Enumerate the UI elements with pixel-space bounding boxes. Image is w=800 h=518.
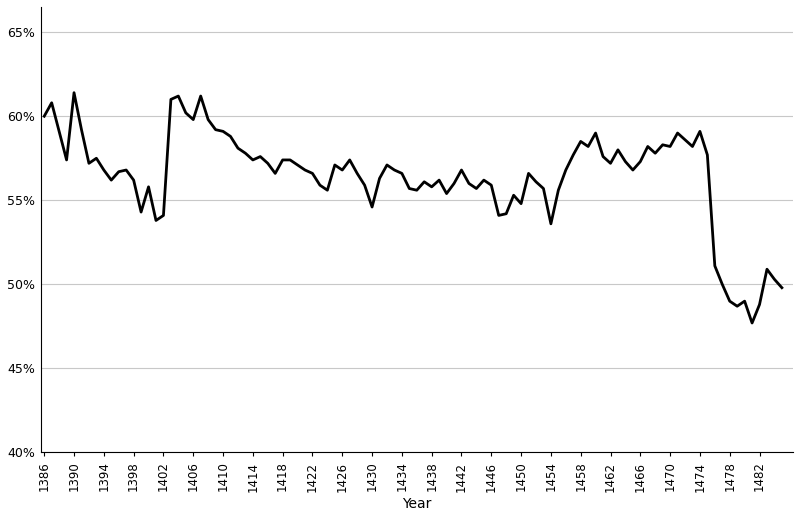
X-axis label: Year: Year	[402, 497, 431, 511]
